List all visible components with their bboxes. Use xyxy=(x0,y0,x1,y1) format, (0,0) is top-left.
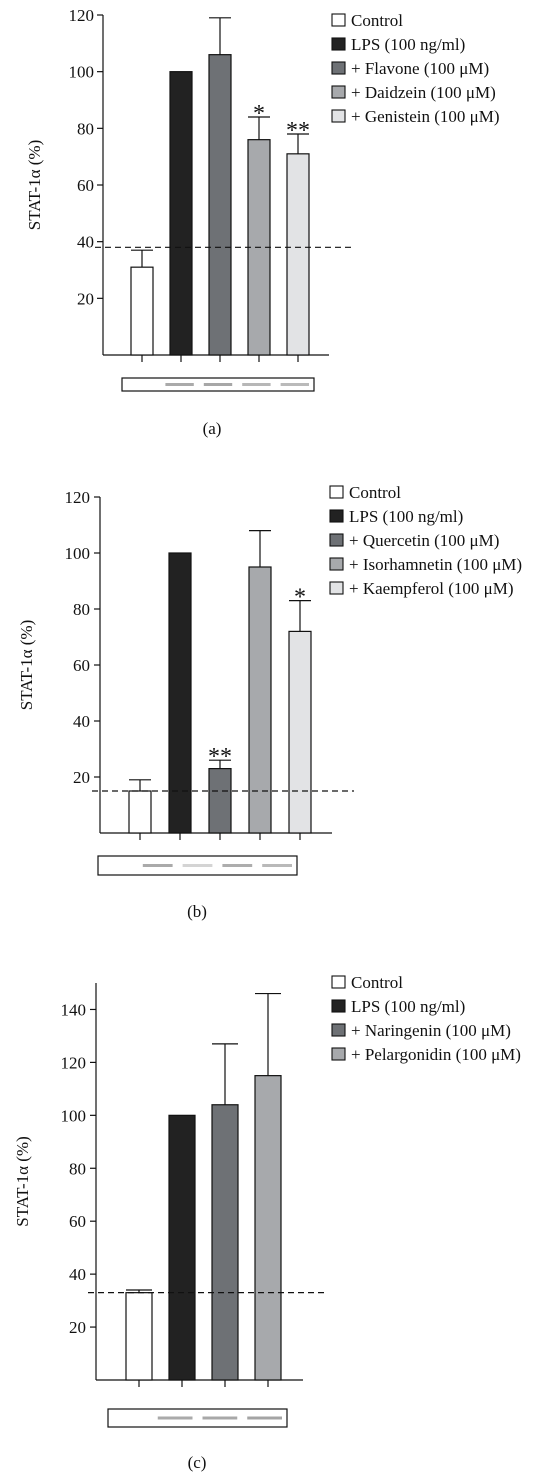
legend-swatch xyxy=(331,61,346,75)
blot-band xyxy=(157,1416,193,1420)
y-tick-label: 80 xyxy=(77,119,94,138)
legend-label: LPS (100 ng/ml) xyxy=(351,35,465,54)
blot-band xyxy=(182,864,213,867)
y-tick-label: 100 xyxy=(61,1106,87,1125)
y-tick-label: 80 xyxy=(73,600,90,619)
legend-swatch xyxy=(329,557,344,571)
legend-swatch xyxy=(331,109,346,123)
blot-band xyxy=(222,864,253,867)
y-tick-label: 120 xyxy=(65,488,91,507)
blot-band xyxy=(203,383,233,386)
bar xyxy=(254,1075,282,1381)
legend-swatch xyxy=(329,509,344,523)
y-tick-label: 40 xyxy=(77,233,94,252)
blot-band xyxy=(142,864,173,867)
bar xyxy=(169,71,193,356)
y-tick-label: 40 xyxy=(73,712,90,731)
bar xyxy=(208,767,232,834)
blot-band xyxy=(202,1416,238,1420)
legend-swatch xyxy=(331,37,346,51)
blot-band xyxy=(247,1416,282,1420)
bar xyxy=(130,266,154,356)
blot-band xyxy=(280,383,309,386)
legend-label: Control xyxy=(349,483,401,502)
bar xyxy=(211,1104,239,1381)
y-tick-label: 60 xyxy=(77,176,94,195)
legend-label: + Quercetin (100 μM) xyxy=(349,531,499,550)
legend-label: + Kaempferol (100 μM) xyxy=(349,579,514,598)
panel-label: (a) xyxy=(203,419,222,438)
blot-band xyxy=(242,383,271,386)
y-tick-label: 120 xyxy=(69,6,95,25)
legend-swatch xyxy=(331,85,346,99)
y-tick-label: 40 xyxy=(69,1265,86,1284)
legend-label: Control xyxy=(351,11,403,30)
y-tick-label: 120 xyxy=(61,1053,87,1072)
legend-swatch xyxy=(331,1047,346,1061)
y-tick-label: 100 xyxy=(69,63,95,82)
legend-swatch xyxy=(331,999,346,1013)
legend-swatch xyxy=(331,975,346,989)
significance-mark: * xyxy=(253,101,265,127)
bar xyxy=(286,153,310,356)
y-tick-label: 60 xyxy=(69,1212,86,1231)
bar xyxy=(248,566,272,834)
legend-label: LPS (100 ng/ml) xyxy=(349,507,463,526)
panel-label: (c) xyxy=(188,1453,207,1472)
y-tick-label: 80 xyxy=(69,1159,86,1178)
y-tick-label: 140 xyxy=(61,1000,87,1019)
bar xyxy=(208,54,232,356)
y-tick-label: 100 xyxy=(65,544,91,563)
chart-panel-3: 20 40 60 80 100 120 140 STAT-1α (%) (c) Control LP… xyxy=(13,973,521,1472)
legend-label: Control xyxy=(351,973,403,992)
bar xyxy=(288,630,312,834)
legend-label: LPS (100 ng/ml) xyxy=(351,997,465,1016)
significance-mark: ** xyxy=(208,744,232,770)
bar xyxy=(128,790,152,834)
panel-label: (b) xyxy=(187,902,207,921)
legend-swatch xyxy=(329,581,344,595)
legend-label: + Pelargonidin (100 μM) xyxy=(351,1045,521,1064)
legend-swatch xyxy=(331,1023,346,1037)
bar xyxy=(168,1114,196,1381)
y-tick-label: 20 xyxy=(69,1318,86,1337)
legend-label: + Flavone (100 μM) xyxy=(351,59,489,78)
western-blot-image xyxy=(107,1408,288,1428)
blot-band xyxy=(262,864,292,867)
legend-label: + Daidzein (100 μM) xyxy=(351,83,496,102)
legend-label: + Isorhamnetin (100 μM) xyxy=(349,555,522,574)
y-axis-label: STAT-1α (%) xyxy=(17,620,36,711)
legend-swatch xyxy=(329,485,344,499)
y-tick-label: 60 xyxy=(73,656,90,675)
y-tick-label: 20 xyxy=(73,768,90,787)
blot-band xyxy=(165,383,194,386)
significance-mark: * xyxy=(294,585,306,611)
y-tick-label: 20 xyxy=(77,289,94,308)
legend-swatch xyxy=(331,13,346,27)
legend-label: + Genistein (100 μM) xyxy=(351,107,500,126)
y-axis-label: STAT-1α (%) xyxy=(25,140,44,231)
bar xyxy=(125,1292,153,1381)
significance-mark: ** xyxy=(286,118,310,144)
bar xyxy=(168,552,192,834)
legend-label: + Naringenin (100 μM) xyxy=(351,1021,511,1040)
y-axis-label: STAT-1α (%) xyxy=(13,1136,32,1227)
legend-swatch xyxy=(329,533,344,547)
